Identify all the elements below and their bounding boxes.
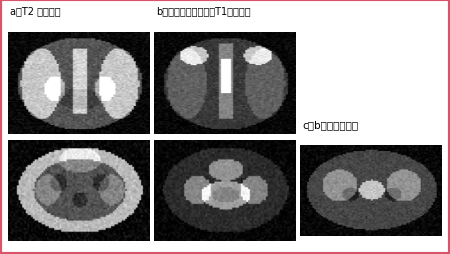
Text: b：脂肪抑制併用造影T1強調画像: b：脂肪抑制併用造影T1強調画像 [157, 6, 251, 16]
Text: c：b下段の拡大像: c：b下段の拡大像 [302, 120, 359, 130]
Text: a：T2 強調画像: a：T2 強調画像 [10, 6, 61, 16]
